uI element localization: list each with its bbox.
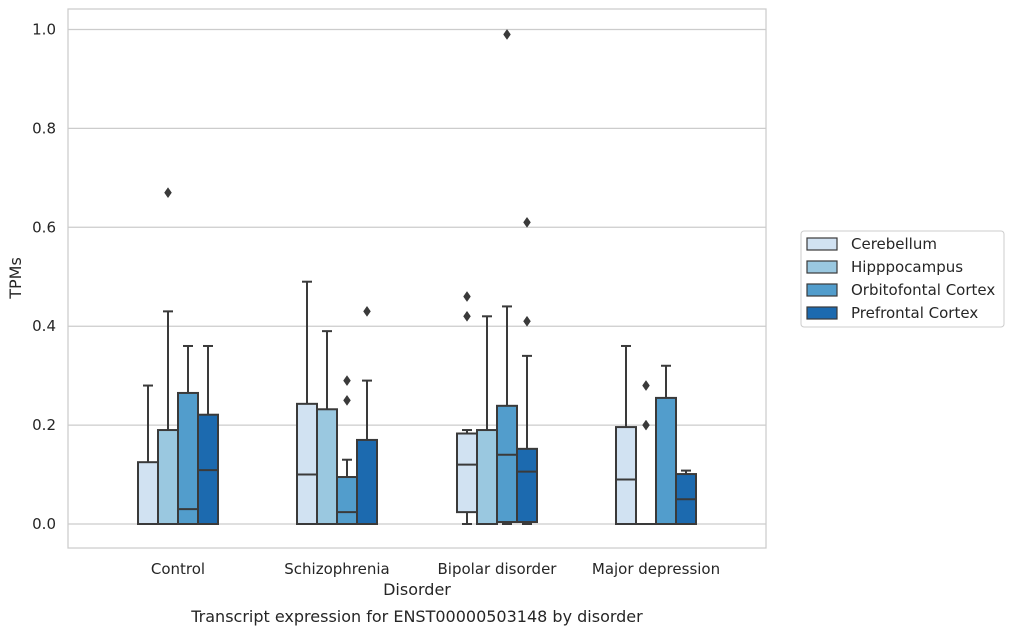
outlier-point bbox=[164, 187, 172, 199]
x-axis-ticks: Control Schizophrenia Bipolar disorder Majo… bbox=[151, 560, 720, 578]
outlier-point bbox=[642, 419, 650, 431]
box-0-3 bbox=[197, 344, 219, 526]
box-body bbox=[336, 476, 358, 525]
outlier-point bbox=[363, 305, 371, 317]
legend-label-1: Hipppocampus bbox=[851, 258, 963, 276]
legend-swatch-0 bbox=[806, 237, 838, 251]
box-body bbox=[476, 429, 498, 526]
outlier-point bbox=[523, 315, 531, 327]
y-axis-ticks: 0.0 0.2 0.4 0.6 0.8 1.0 bbox=[32, 21, 56, 534]
outlier-point bbox=[523, 216, 531, 228]
box-body bbox=[496, 404, 518, 524]
x-tick-label-3: Major depression bbox=[592, 560, 720, 578]
box-0-2 bbox=[177, 344, 199, 525]
outlier-point bbox=[343, 394, 351, 406]
legend-frame bbox=[800, 230, 1005, 328]
box-body bbox=[177, 391, 199, 525]
figure-caption: Transcript expression for ENST0000050314… bbox=[190, 607, 643, 626]
y-axis-label: TPMs bbox=[6, 257, 25, 300]
box-2-0 bbox=[456, 291, 478, 525]
box-body bbox=[516, 447, 538, 524]
box-0-1 bbox=[157, 187, 179, 526]
box-2-3 bbox=[516, 216, 538, 525]
box-3-2 bbox=[655, 364, 677, 525]
box-1-2 bbox=[336, 375, 358, 525]
outlier-point bbox=[642, 380, 650, 391]
x-axis-label: Disorder bbox=[383, 580, 451, 599]
box-1-1 bbox=[316, 330, 338, 525]
box-series bbox=[137, 29, 697, 526]
box-2-2 bbox=[496, 29, 518, 525]
box-2-1 bbox=[476, 315, 498, 526]
legend-label-0: Cerebellum bbox=[851, 235, 937, 253]
box-0-0 bbox=[137, 384, 159, 525]
box-body bbox=[456, 432, 478, 514]
x-tick-label-0: Control bbox=[151, 560, 205, 578]
legend-label-3: Prefrontal Cortex bbox=[851, 304, 978, 322]
x-tick-label-1: Schizophrenia bbox=[284, 560, 389, 578]
box-body bbox=[356, 438, 378, 525]
y-tick-label-3: 0.6 bbox=[32, 218, 56, 236]
box-body bbox=[137, 461, 159, 525]
y-tick-label-2: 0.4 bbox=[32, 317, 56, 335]
y-tick-label-4: 0.8 bbox=[32, 119, 56, 137]
box-body bbox=[655, 396, 677, 525]
box-3-0 bbox=[615, 344, 637, 525]
legend: Cerebellum Hipppocampus Orbitofontal Corte… bbox=[800, 230, 1005, 328]
y-tick-label-5: 1.0 bbox=[32, 21, 56, 39]
y-tick-label-0: 0.0 bbox=[32, 515, 56, 533]
x-tick-label-2: Bipolar disorder bbox=[438, 560, 558, 578]
box-3-3 bbox=[675, 469, 697, 526]
box-body bbox=[615, 426, 637, 525]
y-tick-label-1: 0.2 bbox=[32, 416, 56, 434]
outlier-point bbox=[463, 310, 471, 322]
outlier-point bbox=[503, 29, 511, 40]
plot-area-frame bbox=[67, 8, 767, 549]
legend-swatch-1 bbox=[806, 260, 838, 274]
box-1-0 bbox=[296, 280, 318, 525]
box-body bbox=[157, 429, 179, 526]
legend-swatch-2 bbox=[806, 283, 838, 297]
outlier-point bbox=[343, 375, 351, 387]
legend-label-2: Orbitofontal Cortex bbox=[851, 281, 995, 299]
legend-swatch-3 bbox=[806, 306, 838, 320]
box-body bbox=[316, 408, 338, 525]
box-body bbox=[296, 402, 318, 525]
box-1-3 bbox=[356, 305, 378, 525]
outlier-point bbox=[463, 291, 471, 302]
box-3-1 bbox=[635, 380, 657, 526]
